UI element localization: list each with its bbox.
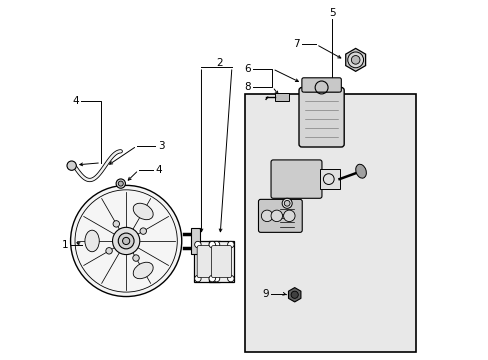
Circle shape: [227, 275, 234, 282]
Circle shape: [122, 237, 129, 244]
Circle shape: [227, 241, 234, 248]
Text: 4: 4: [72, 96, 79, 106]
Text: 8: 8: [244, 82, 250, 92]
Circle shape: [140, 228, 146, 234]
Circle shape: [351, 55, 359, 64]
FancyBboxPatch shape: [270, 160, 321, 198]
FancyBboxPatch shape: [298, 87, 344, 147]
Circle shape: [284, 201, 289, 206]
Circle shape: [208, 275, 215, 282]
Bar: [319, 169, 339, 189]
Circle shape: [290, 291, 298, 298]
Text: 6: 6: [244, 64, 250, 74]
Circle shape: [282, 198, 292, 208]
Bar: [244, 94, 415, 352]
FancyBboxPatch shape: [258, 199, 302, 232]
Circle shape: [194, 275, 201, 282]
FancyBboxPatch shape: [208, 241, 234, 282]
Circle shape: [113, 221, 119, 227]
Circle shape: [194, 241, 201, 248]
Text: 3: 3: [158, 141, 164, 151]
Circle shape: [116, 179, 125, 188]
FancyBboxPatch shape: [197, 246, 217, 278]
Polygon shape: [345, 48, 365, 71]
Text: 1: 1: [62, 240, 69, 250]
Circle shape: [283, 210, 294, 222]
Text: 5: 5: [328, 8, 335, 18]
Text: 9: 9: [262, 289, 268, 299]
Ellipse shape: [133, 203, 153, 220]
FancyBboxPatch shape: [301, 78, 341, 92]
Circle shape: [213, 241, 219, 248]
Ellipse shape: [133, 262, 153, 279]
Bar: [191, 228, 200, 253]
Circle shape: [105, 248, 112, 254]
Text: 2: 2: [216, 58, 222, 68]
Circle shape: [133, 255, 139, 261]
Circle shape: [347, 52, 363, 68]
FancyBboxPatch shape: [211, 246, 231, 278]
Circle shape: [118, 233, 134, 249]
Circle shape: [213, 275, 219, 282]
Ellipse shape: [355, 164, 366, 178]
Text: 4: 4: [155, 165, 162, 175]
Text: 7: 7: [292, 40, 299, 49]
Circle shape: [208, 241, 215, 248]
Circle shape: [70, 185, 182, 297]
Circle shape: [112, 227, 140, 255]
Circle shape: [261, 210, 272, 222]
Circle shape: [270, 210, 282, 222]
Ellipse shape: [85, 230, 99, 252]
Bar: [274, 93, 289, 101]
Polygon shape: [288, 288, 300, 302]
Bar: [278, 207, 295, 230]
Circle shape: [67, 161, 76, 170]
Circle shape: [118, 181, 123, 186]
FancyBboxPatch shape: [194, 241, 220, 282]
